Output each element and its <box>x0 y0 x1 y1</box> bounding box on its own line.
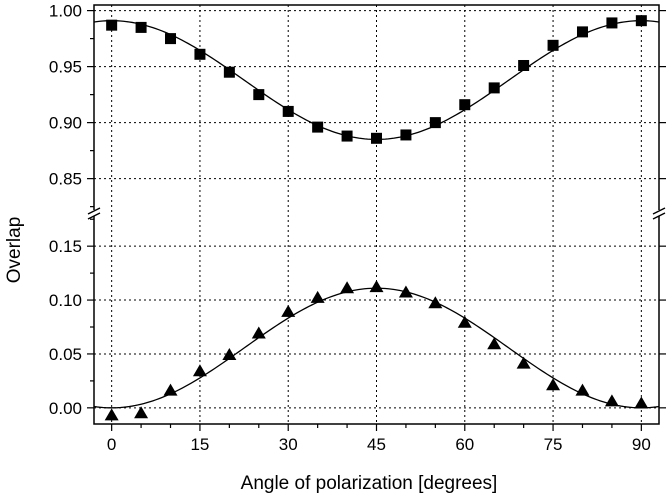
square-marker <box>576 26 588 38</box>
square-marker <box>518 59 530 71</box>
triangle-marker <box>281 304 296 317</box>
square-marker <box>312 121 324 133</box>
y-tick-label: 0.00 <box>49 399 82 418</box>
y-axis-title: Overlap <box>4 217 25 284</box>
x-tick-label: 60 <box>455 435 474 454</box>
axis-break-mark <box>652 212 666 220</box>
square-marker <box>282 105 294 117</box>
square-marker <box>429 117 441 129</box>
triangle-marker <box>340 281 355 294</box>
grid-lines <box>94 5 659 424</box>
triangle-marker <box>163 383 178 396</box>
square-marker <box>488 82 500 94</box>
square-marker <box>106 19 118 31</box>
triangle-marker <box>104 408 119 421</box>
square-marker <box>371 132 382 144</box>
data-markers <box>104 15 649 421</box>
square-marker <box>165 33 177 45</box>
triangle-marker <box>516 356 531 369</box>
square-marker <box>253 89 265 101</box>
axis-break-mark <box>652 207 666 215</box>
triangle-marker <box>575 383 590 396</box>
axis-break-mark <box>87 207 101 215</box>
triangle-marker <box>369 280 384 293</box>
y-tick-label: 0.15 <box>49 237 82 256</box>
triangle-marker <box>457 315 472 328</box>
triangle-marker <box>134 406 149 419</box>
y-tick-label: 0.10 <box>49 291 82 310</box>
x-tick-label: 15 <box>190 435 209 454</box>
square-marker <box>606 17 618 29</box>
tick-labels: 0 15 30 45 60 75 90 0.85 0.90 0.95 1.00 0.00 0.05 0.1… <box>49 2 651 454</box>
triangle-marker <box>251 326 266 339</box>
axis-ticks <box>87 10 666 431</box>
square-marker <box>547 39 559 51</box>
square-marker <box>400 129 412 141</box>
square-marker <box>223 66 235 78</box>
triangle-marker <box>546 378 561 391</box>
square-marker <box>459 99 471 111</box>
triangle-marker <box>192 364 207 377</box>
y-tick-label: 1.00 <box>49 2 82 21</box>
square-marker <box>341 130 353 142</box>
square-marker <box>135 21 147 33</box>
triangle-marker <box>487 337 502 350</box>
triangle-marker <box>222 348 237 361</box>
fit-curves <box>93 20 660 409</box>
x-axis-title: Angle of polarization [degrees] <box>241 473 498 494</box>
triangle-marker <box>604 394 619 407</box>
x-tick-label: 90 <box>632 435 651 454</box>
x-tick-label: 75 <box>544 435 563 454</box>
y-tick-label: 0.90 <box>49 114 82 133</box>
square-marker <box>194 48 206 60</box>
x-tick-label: 30 <box>279 435 298 454</box>
y-tick-label: 0.85 <box>49 170 82 189</box>
axis-break-mark <box>87 212 101 220</box>
square-marker <box>635 15 647 27</box>
x-tick-label: 45 <box>367 435 386 454</box>
triangle-marker <box>634 396 649 409</box>
y-tick-label: 0.05 <box>49 345 82 364</box>
triangle-marker <box>310 290 325 303</box>
x-tick-label: 0 <box>107 435 116 454</box>
triangle-marker <box>428 296 443 309</box>
y-tick-label: 0.95 <box>49 58 82 77</box>
triangle-marker <box>398 285 413 298</box>
